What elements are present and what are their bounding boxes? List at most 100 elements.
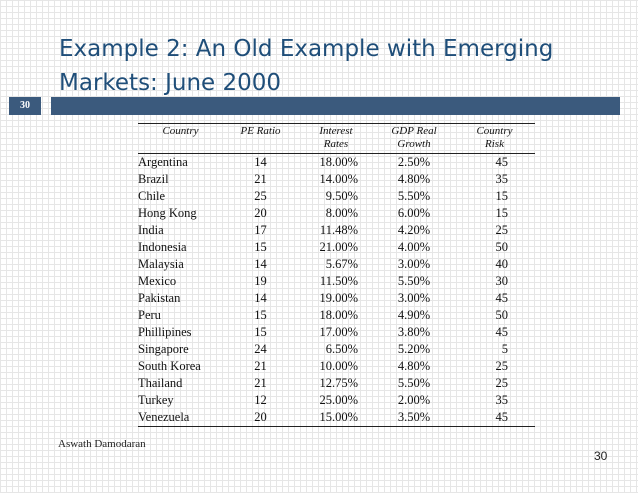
header-text: Risk — [485, 138, 504, 150]
cell-gdp-growth: 6.00% — [397, 206, 431, 220]
header-text: Interest — [319, 125, 353, 137]
cell-country: Brazil — [138, 172, 169, 186]
cell-interest-rate: 25.00% — [298, 392, 374, 409]
cell-pe-ratio: 15 — [254, 325, 267, 339]
cell-value: 17.00% — [319, 325, 358, 339]
cell-country: Hong Kong — [138, 206, 197, 220]
cell-country-risk: 35 — [495, 172, 509, 186]
cell-country-risk: 50 — [495, 240, 509, 254]
page-number: 30 — [594, 449, 608, 463]
cell-interest-rate: 10.00% — [298, 358, 374, 375]
header-text: Country — [162, 125, 199, 137]
cell-interest-rate: 11.48% — [298, 222, 374, 239]
author-name: Aswath Damodaran — [58, 438, 146, 450]
cell-value: 18.00% — [319, 308, 358, 322]
column-header-pe-ratio: PE Ratio — [223, 123, 298, 154]
column-header-country-risk: Country Risk — [454, 123, 535, 154]
cell-pe-ratio: 14 — [254, 257, 267, 271]
cell-country-risk: 30 — [495, 274, 509, 288]
slide-title-line-1: Example 2: An Old Example with Emerging — [59, 36, 554, 62]
cell-country-risk: 45 — [495, 155, 509, 169]
table-header-row: Country PE Ratio Interest Rates GDP Real… — [138, 123, 535, 154]
slide-title-line-2: Markets: June 2000 — [59, 70, 282, 96]
cell-value: 6.50% — [325, 342, 358, 356]
table-row: Turkey 12 25.00% 2.00% 35 — [138, 392, 535, 409]
cell-gdp-growth: 4.80% — [397, 172, 431, 186]
cell-value: 10.00% — [319, 359, 358, 373]
cell-country-risk: 35 — [495, 393, 509, 407]
cell-country-risk: 45 — [495, 325, 509, 339]
cell-interest-rate: 8.00% — [298, 205, 374, 222]
cell-value: 21.00% — [319, 240, 358, 254]
cell-country: Argentina — [138, 155, 188, 169]
cell-pe-ratio: 12 — [254, 393, 267, 407]
header-text: GDP Real — [391, 125, 437, 137]
cell-pe-ratio: 21 — [254, 172, 267, 186]
cell-country: Chile — [138, 189, 166, 203]
cell-interest-rate: 21.00% — [298, 239, 374, 256]
cell-country-risk: 40 — [495, 257, 509, 271]
cell-country: Singapore — [138, 342, 189, 356]
table-row: South Korea 21 10.00% 4.80% 25 — [138, 358, 535, 375]
cell-interest-rate: 15.00% — [298, 409, 374, 427]
cell-interest-rate: 12.75% — [298, 375, 374, 392]
table-row: Indonesia 15 21.00% 4.00% 50 — [138, 239, 535, 256]
cell-pe-ratio: 15 — [254, 308, 267, 322]
cell-pe-ratio: 17 — [254, 223, 267, 237]
cell-interest-rate: 11.50% — [298, 273, 374, 290]
cell-value: 25.00% — [319, 393, 358, 407]
column-header-gdp-real-growth: GDP Real Growth — [374, 123, 454, 154]
cell-value: 18.00% — [319, 155, 358, 169]
cell-interest-rate: 19.00% — [298, 290, 374, 307]
cell-value: 11.48% — [319, 223, 358, 237]
cell-country: Indonesia — [138, 240, 187, 254]
header-text: Rates — [323, 138, 349, 150]
cell-pe-ratio: 20 — [254, 206, 267, 220]
cell-gdp-growth: 5.20% — [397, 342, 431, 356]
cell-country: Peru — [138, 308, 161, 322]
table-row: Brazil 21 14.00% 4.80% 35 — [138, 171, 535, 188]
cell-interest-rate: 6.50% — [298, 341, 374, 358]
table-row: Malaysia 14 5.67% 3.00% 40 — [138, 256, 535, 273]
cell-gdp-growth: 2.50% — [397, 155, 431, 169]
cell-country: Phillipines — [138, 325, 192, 339]
cell-value: 8.00% — [325, 206, 358, 220]
cell-gdp-growth: 4.00% — [397, 240, 431, 254]
table-row: Venezuela 20 15.00% 3.50% 45 — [138, 409, 535, 427]
cell-value: 19.00% — [319, 291, 358, 305]
cell-country: Venezuela — [138, 409, 223, 427]
cell-gdp-growth: 3.50% — [374, 409, 454, 427]
cell-gdp-growth: 4.90% — [397, 308, 431, 322]
cell-gdp-growth: 4.80% — [397, 359, 431, 373]
cell-country: Mexico — [138, 274, 177, 288]
cell-value: 11.50% — [319, 274, 358, 288]
cell-gdp-growth: 3.80% — [397, 325, 431, 339]
cell-interest-rate: 14.00% — [298, 171, 374, 188]
cell-pe-ratio: 24 — [254, 342, 267, 356]
cell-value: 9.50% — [325, 189, 358, 203]
cell-gdp-growth: 2.00% — [397, 393, 431, 407]
cell-gdp-growth: 4.20% — [397, 223, 431, 237]
table-row: Hong Kong 20 8.00% 6.00% 15 — [138, 205, 535, 222]
cell-value: 5.67% — [325, 257, 358, 271]
cell-gdp-growth: 3.00% — [397, 257, 431, 271]
cell-country: India — [138, 223, 164, 237]
column-header-country: Country — [138, 123, 223, 154]
header-text: Country — [476, 125, 513, 137]
cell-gdp-growth: 3.00% — [397, 291, 431, 305]
cell-country-risk: 45 — [495, 291, 509, 305]
table-row: Thailand 21 12.75% 5.50% 25 — [138, 375, 535, 392]
cell-country-risk: 25 — [495, 376, 509, 390]
cell-country-risk: 15 — [495, 189, 509, 203]
cell-gdp-growth: 5.50% — [397, 376, 431, 390]
cell-pe-ratio: 14 — [254, 155, 267, 169]
cell-interest-rate: 18.00% — [298, 307, 374, 324]
table-row: Singapore 24 6.50% 5.20% 5 — [138, 341, 535, 358]
table-row: India 17 11.48% 4.20% 25 — [138, 222, 535, 239]
cell-country-risk: 25 — [495, 359, 509, 373]
cell-country: South Korea — [138, 359, 201, 373]
cell-country: Pakistan — [138, 291, 181, 305]
header-text: Growth — [397, 138, 431, 150]
cell-country-risk: 5 — [501, 342, 508, 356]
cell-interest-rate: 17.00% — [298, 324, 374, 341]
